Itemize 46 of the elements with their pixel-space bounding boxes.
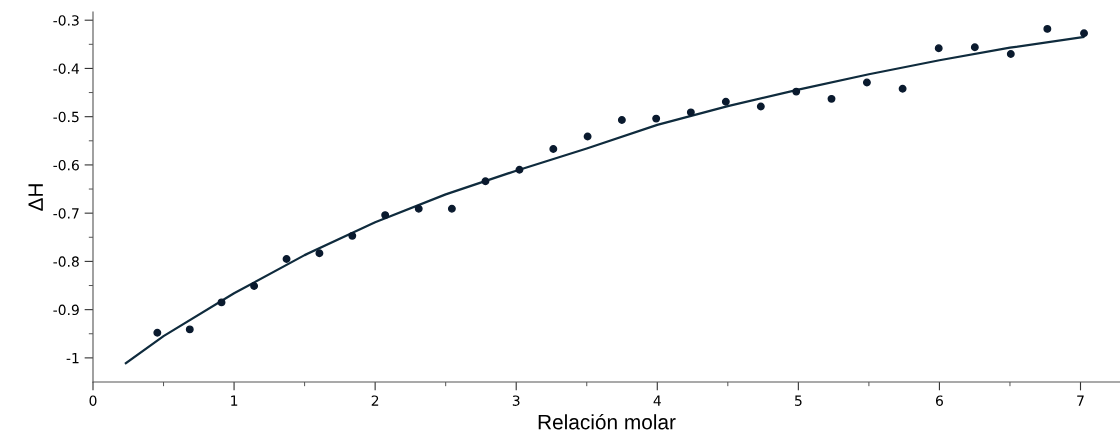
point bbox=[792, 87, 801, 96]
y-axis-title: ΔH bbox=[28, 184, 43, 211]
x-tick-label: 1 bbox=[231, 395, 238, 406]
x-tick-label: 6 bbox=[935, 395, 943, 406]
x-tick-label: 0 bbox=[89, 395, 97, 406]
point bbox=[185, 325, 194, 334]
point bbox=[1043, 24, 1052, 33]
x-tick-label: 2 bbox=[371, 395, 379, 406]
point bbox=[934, 44, 943, 53]
point bbox=[250, 282, 259, 290]
y-tick-label: -0.9 bbox=[53, 304, 79, 316]
point bbox=[549, 145, 558, 153]
y-tick-label: -0.6 bbox=[53, 159, 79, 171]
point bbox=[686, 108, 695, 117]
point bbox=[827, 94, 836, 103]
point bbox=[652, 114, 661, 123]
point bbox=[970, 43, 979, 52]
point bbox=[617, 116, 626, 125]
point bbox=[1080, 29, 1088, 38]
y-tick-label: -0.3 bbox=[53, 15, 79, 26]
point bbox=[315, 249, 324, 258]
point bbox=[447, 204, 456, 213]
x-tick-label: 3 bbox=[512, 395, 520, 406]
point bbox=[282, 255, 291, 263]
y-tick-label: -1 bbox=[66, 353, 79, 364]
point bbox=[381, 211, 390, 220]
x-axis-title: Relación molar bbox=[538, 413, 676, 430]
x-tick-label: 5 bbox=[795, 395, 802, 406]
x-tick-label: 4 bbox=[653, 395, 661, 406]
point bbox=[721, 97, 730, 106]
y-tick-label: -0.4 bbox=[53, 63, 80, 74]
point bbox=[348, 231, 357, 240]
y-tick-label: -0.5 bbox=[53, 111, 79, 123]
y-tick-label: -0.7 bbox=[53, 208, 79, 219]
y-tick-label: -0.8 bbox=[53, 256, 79, 267]
point bbox=[153, 328, 162, 337]
x-tick-label: 7 bbox=[1077, 395, 1084, 406]
point bbox=[481, 177, 490, 186]
point bbox=[898, 84, 907, 93]
point bbox=[756, 102, 765, 111]
point bbox=[862, 78, 871, 87]
point bbox=[217, 298, 226, 307]
point bbox=[515, 165, 524, 174]
point bbox=[583, 132, 592, 141]
point bbox=[414, 204, 423, 213]
point bbox=[1006, 50, 1015, 58]
